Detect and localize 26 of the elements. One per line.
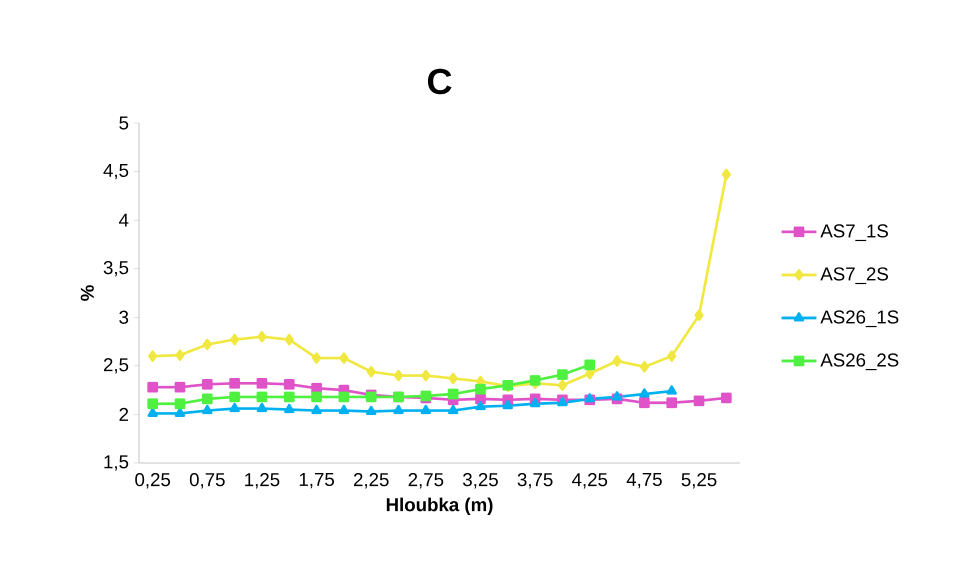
legend-label: AS7_2S [820,267,888,284]
y-tick-label: 3,5 [104,260,128,276]
x-tick-label: 4,25 [572,473,608,488]
y-axis-title: % [80,285,94,301]
y-tick-label: 4,5 [103,164,128,180]
x-tick-label: 0,25 [135,473,170,488]
y-tick-label: 4 [119,214,128,227]
x-tick-label: 5,25 [682,473,716,488]
legend-label: AS26_1S [820,310,898,328]
x-tick-label: 2,25 [354,473,389,488]
y-tick-label: 1,5 [104,455,128,471]
y-tick-label: 2,5 [104,358,128,374]
x-tick-label: 1,75 [300,473,334,488]
chart-title: C [428,68,452,94]
x-tick-label: 3,75 [518,473,552,488]
y-tick-label: 5 [119,116,128,130]
x-tick-label: 3,25 [463,473,498,488]
legend-label: AS7_1S [820,224,888,242]
legend-label: AS26_2S [820,353,898,370]
x-tick-label: 2,75 [408,473,444,488]
y-tick-label: 3 [119,310,128,324]
x-tick-label: 0,75 [190,473,225,488]
x-tick-label: 4,75 [626,473,662,488]
x-tick-label: 1,25 [245,473,280,488]
x-axis-title: Hloubka (m) [386,498,492,515]
y-tick-label: 2 [120,408,128,421]
